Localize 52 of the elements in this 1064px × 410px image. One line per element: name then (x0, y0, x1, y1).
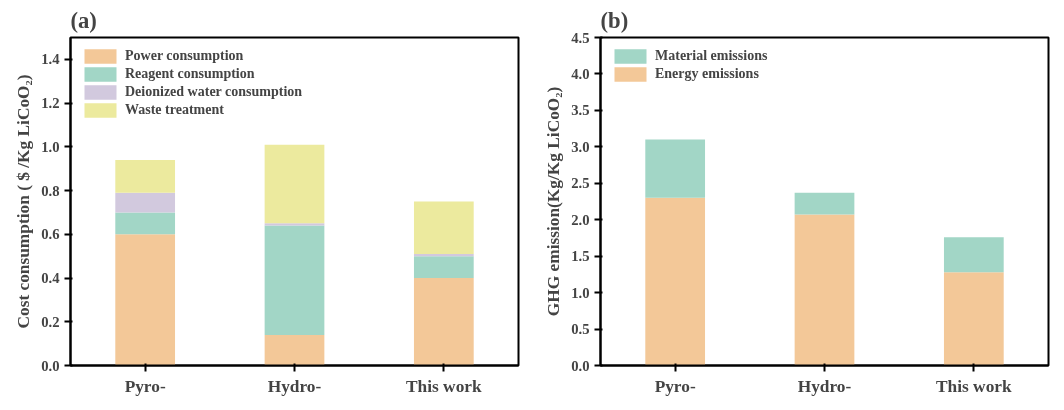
y-tick-label: 0.0 (41, 357, 60, 374)
legend-label: Reagent consumption (125, 66, 255, 82)
bar (115, 212, 176, 235)
x-tick-label: Hydro- (267, 376, 322, 396)
y-axis-title: GHG emission(Kg/Kg LiCoO₂) (544, 86, 564, 317)
x-tick-label: Hydro- (797, 376, 852, 396)
bar (794, 214, 855, 366)
bar (943, 272, 1004, 366)
bar (115, 159, 176, 193)
bar (645, 197, 706, 366)
x-tick-label: Pyro- (654, 376, 696, 396)
y-tick-label: 0.6 (41, 226, 60, 243)
y-axis-title: Cost consumption ( $ /Kg LiCoO₂) (14, 74, 34, 329)
x-tick-label: This work (936, 376, 1012, 396)
bar (413, 256, 474, 279)
bar (115, 192, 176, 213)
bar (264, 144, 325, 224)
y-tick-label: 2.5 (571, 175, 590, 192)
y-tick-label: 2.0 (571, 211, 590, 228)
bar (943, 237, 1004, 273)
legend-label: Energy emissions (655, 66, 759, 82)
bar (413, 253, 474, 257)
legend-label: Power consumption (125, 48, 244, 64)
y-tick-label: 0.5 (571, 321, 590, 338)
y-tick-label: 0.8 (41, 182, 60, 199)
y-tick-label: 1.2 (41, 95, 60, 112)
y-tick-label: 0.0 (571, 357, 590, 374)
y-tick-label: 4.5 (571, 29, 590, 46)
legend-label: Deionized water consumption (125, 84, 303, 100)
bar (794, 192, 855, 215)
bar (115, 234, 176, 366)
y-tick-label: 3.0 (571, 138, 590, 155)
y-tick-label: 3.5 (571, 102, 590, 119)
bar (264, 334, 325, 366)
y-tick-label: 1.0 (41, 138, 60, 155)
bar (413, 278, 474, 366)
y-tick-label: 0.4 (41, 270, 61, 287)
x-tick-label: This work (406, 376, 482, 396)
y-tick-label: 4.0 (571, 65, 590, 82)
x-tick-label: Pyro- (124, 376, 166, 396)
chart-title: (a) (70, 7, 97, 33)
bar (645, 139, 706, 198)
bar (413, 201, 474, 254)
y-tick-label: 0.2 (41, 313, 60, 330)
legend-label: Waste treatment (125, 102, 224, 118)
bar (264, 225, 325, 335)
y-tick-label: 1.5 (571, 248, 590, 265)
legend-label: Material emissions (655, 48, 768, 64)
chart-title: (b) (600, 7, 629, 33)
bar (264, 223, 325, 226)
y-tick-label: 1.4 (41, 51, 61, 68)
y-tick-label: 1.0 (571, 284, 590, 301)
